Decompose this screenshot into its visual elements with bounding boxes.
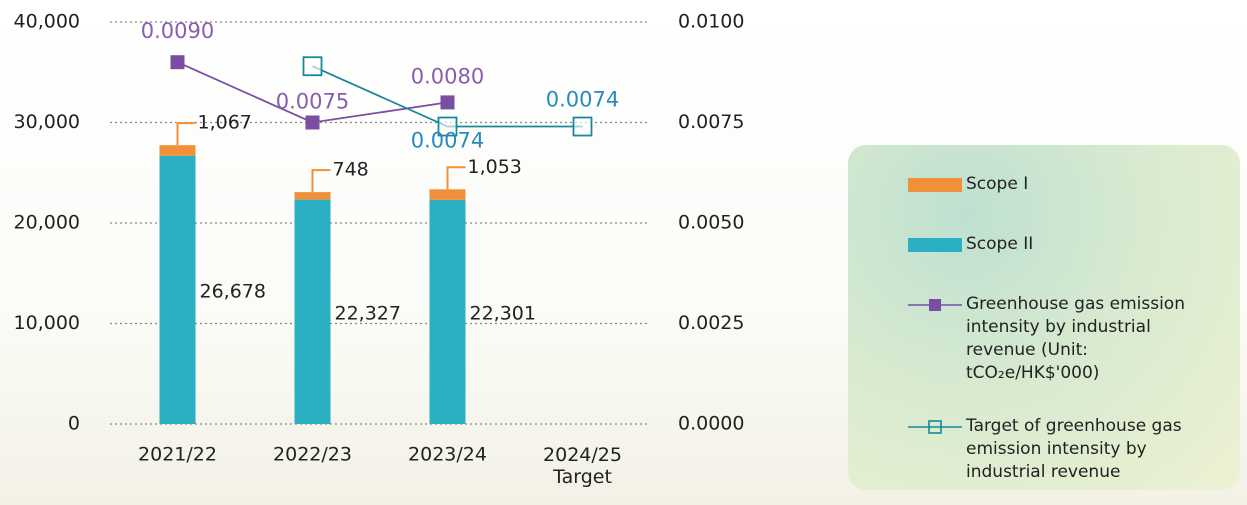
marker bbox=[440, 95, 455, 110]
chart: 0 10,000 20,000 30,000 40,000 0.0000 0.0025 0.0… bbox=[14, 11, 745, 488]
bar bbox=[159, 145, 196, 156]
legend-swatch bbox=[908, 420, 962, 434]
legend-item: Greenhouse gas emission intensity by ind… bbox=[906, 293, 1196, 385]
legend-swatch bbox=[908, 178, 962, 192]
x-tick-label: 2024/25 Target bbox=[543, 444, 622, 488]
value-label: 26,678 bbox=[200, 280, 266, 302]
value-label: 0.0074 bbox=[546, 88, 619, 112]
legend-item: Scope II bbox=[906, 233, 1196, 257]
legend-swatch bbox=[908, 299, 962, 311]
legend-label: Scope II bbox=[966, 234, 1034, 254]
bar bbox=[429, 199, 466, 424]
value-label: 1,067 bbox=[198, 112, 252, 134]
y-tick-label: 20,000 bbox=[14, 212, 80, 234]
marker bbox=[437, 116, 458, 137]
legend-swatch bbox=[908, 238, 962, 252]
bar bbox=[159, 155, 196, 424]
value-label: 1,053 bbox=[468, 156, 522, 178]
marker bbox=[305, 115, 320, 130]
value-label: 22,301 bbox=[470, 302, 536, 324]
y-tick-label: 0 bbox=[68, 413, 80, 435]
legend-label: Target of greenhouse gas emission intens… bbox=[966, 416, 1182, 482]
legend-swatch-rect bbox=[908, 178, 962, 192]
marker bbox=[302, 56, 323, 77]
value-label: 748 bbox=[333, 159, 369, 181]
value-label: 0.0090 bbox=[141, 19, 214, 43]
bar bbox=[294, 192, 331, 200]
legend-label: Greenhouse gas emission intensity by ind… bbox=[966, 294, 1185, 383]
value-label: 0.0080 bbox=[411, 64, 484, 88]
legend-item: Target of greenhouse gas emission intens… bbox=[906, 415, 1196, 484]
leader-line bbox=[311, 169, 331, 193]
leader-line bbox=[176, 122, 196, 146]
y2-tick-label: 0.0000 bbox=[678, 413, 744, 435]
legend: Scope I Scope II Greenhouse gas emission i… bbox=[848, 145, 1240, 490]
value-label: 0.0075 bbox=[276, 90, 349, 114]
legend-swatch-marker bbox=[929, 299, 941, 311]
marker bbox=[170, 55, 185, 70]
legend-swatch-marker bbox=[928, 420, 942, 434]
y-tick-label: 10,000 bbox=[14, 312, 80, 334]
y2-tick-label: 0.0025 bbox=[678, 312, 744, 334]
marker bbox=[572, 116, 593, 137]
x-tick-label: 2023/24 bbox=[408, 444, 487, 466]
bar bbox=[429, 189, 466, 200]
y-tick-label: 40,000 bbox=[14, 11, 80, 33]
y2-tick-label: 0.0100 bbox=[678, 11, 744, 33]
legend-item: Scope I bbox=[906, 173, 1196, 197]
legend-label: Scope I bbox=[966, 174, 1029, 194]
y2-tick-label: 0.0075 bbox=[678, 111, 744, 133]
value-label: 22,327 bbox=[335, 302, 401, 324]
leader-line bbox=[446, 166, 466, 190]
value-label: 0.0074 bbox=[411, 129, 484, 153]
legend-swatch-rect bbox=[908, 238, 962, 252]
bar bbox=[294, 199, 331, 424]
y2-tick-label: 0.0050 bbox=[678, 212, 744, 234]
x-tick-label: 2021/22 bbox=[138, 444, 217, 466]
x-tick-label: 2022/23 bbox=[273, 444, 352, 466]
y-tick-label: 30,000 bbox=[14, 111, 80, 133]
